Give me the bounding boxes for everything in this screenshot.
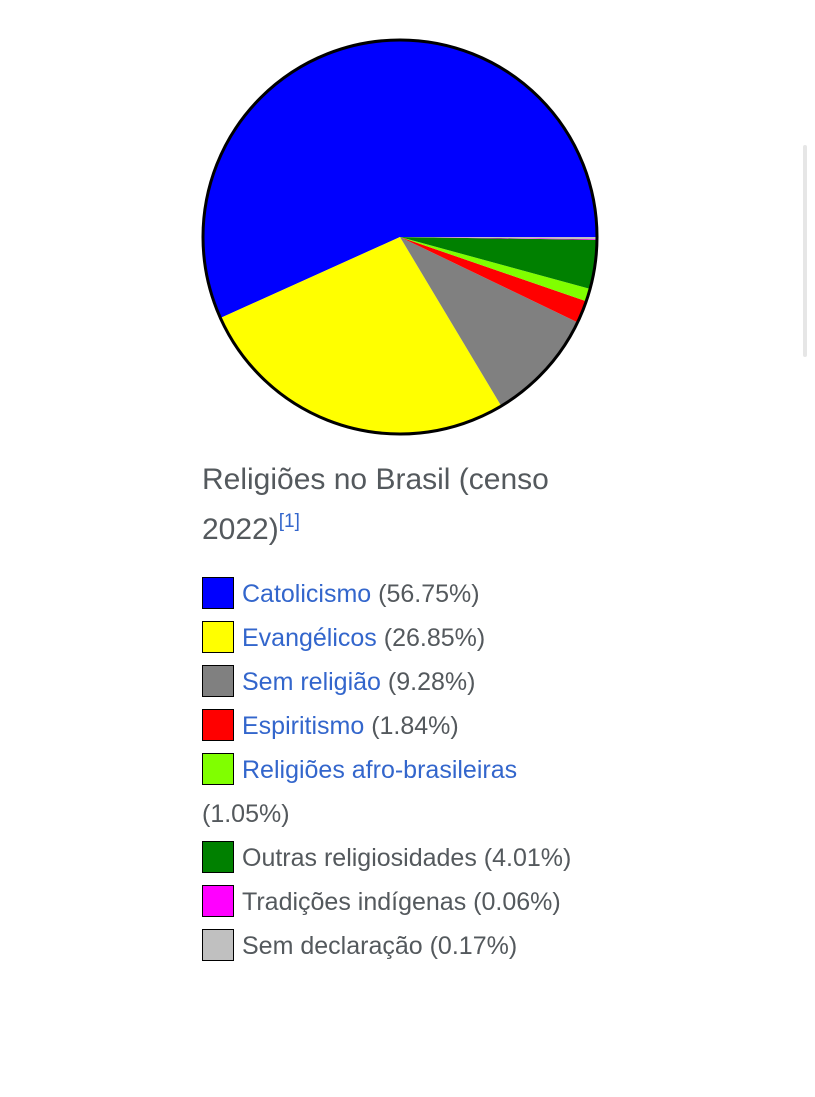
legend-item: Sem religião (9.28%)	[202, 660, 597, 704]
legend-label: Sem declaração	[242, 932, 423, 960]
legend-link[interactable]: Espiritismo	[242, 712, 365, 740]
legend-item: Outras religiosidades (4.01%)	[202, 836, 597, 880]
pie-slice	[220, 237, 502, 434]
chart-title: Religiões no Brasil (censo 2022)	[202, 463, 549, 546]
legend-swatch	[202, 929, 234, 961]
legend-label: Outras religiosidades	[242, 844, 477, 872]
legend-swatch	[202, 885, 234, 917]
reference-link[interactable]: [1]	[278, 511, 300, 532]
legend-value: (0.17%)	[429, 932, 518, 960]
legend-swatch	[202, 665, 234, 697]
legend-swatch	[202, 577, 234, 609]
legend-link[interactable]: Catolicismo	[242, 580, 372, 608]
legend-item: Religiões afro-brasileiras (1.05%)	[202, 748, 597, 836]
legend-item: Evangélicos (26.85%)	[202, 616, 597, 660]
pie-slice	[400, 237, 597, 289]
legend-value: (56.75%)	[378, 580, 480, 608]
legend-value: (4.01%)	[483, 844, 572, 872]
legend-label: Tradições indígenas	[242, 888, 467, 916]
legend-link[interactable]: Religiões afro-brasileiras	[242, 756, 518, 784]
legend-value: (9.28%)	[387, 668, 476, 696]
pie-slice	[400, 237, 597, 240]
pie-slice	[400, 237, 591, 302]
legend-value: (26.85%)	[383, 624, 486, 652]
chart-caption: Religiões no Brasil (censo 2022)[1]	[202, 455, 602, 555]
pie-slice	[202, 39, 598, 319]
pie-chart	[201, 38, 599, 436]
pie-outline	[201, 38, 599, 436]
legend: Catolicismo (56.75%) Evangélicos (26.85%)…	[202, 572, 597, 968]
legend-swatch	[202, 621, 234, 653]
legend-link[interactable]: Sem religião	[242, 668, 381, 696]
legend-value: (1.05%)	[202, 800, 290, 828]
legend-item: Sem declaração (0.17%)	[202, 924, 597, 968]
legend-swatch	[202, 753, 234, 785]
pie-slice	[400, 237, 597, 240]
legend-value: (0.06%)	[473, 888, 561, 916]
legend-swatch	[202, 709, 234, 741]
legend-item: Espiritismo (1.84%)	[202, 704, 597, 748]
legend-link[interactable]: Evangélicos	[242, 624, 377, 652]
pie-slice	[400, 237, 587, 323]
legend-swatch	[202, 841, 234, 873]
legend-value: (1.84%)	[371, 712, 459, 740]
scrollbar	[803, 145, 807, 357]
legend-item: Catolicismo (56.75%)	[202, 572, 597, 616]
pie-slice	[400, 237, 578, 406]
legend-item: Tradições indígenas (0.06%)	[202, 880, 597, 924]
